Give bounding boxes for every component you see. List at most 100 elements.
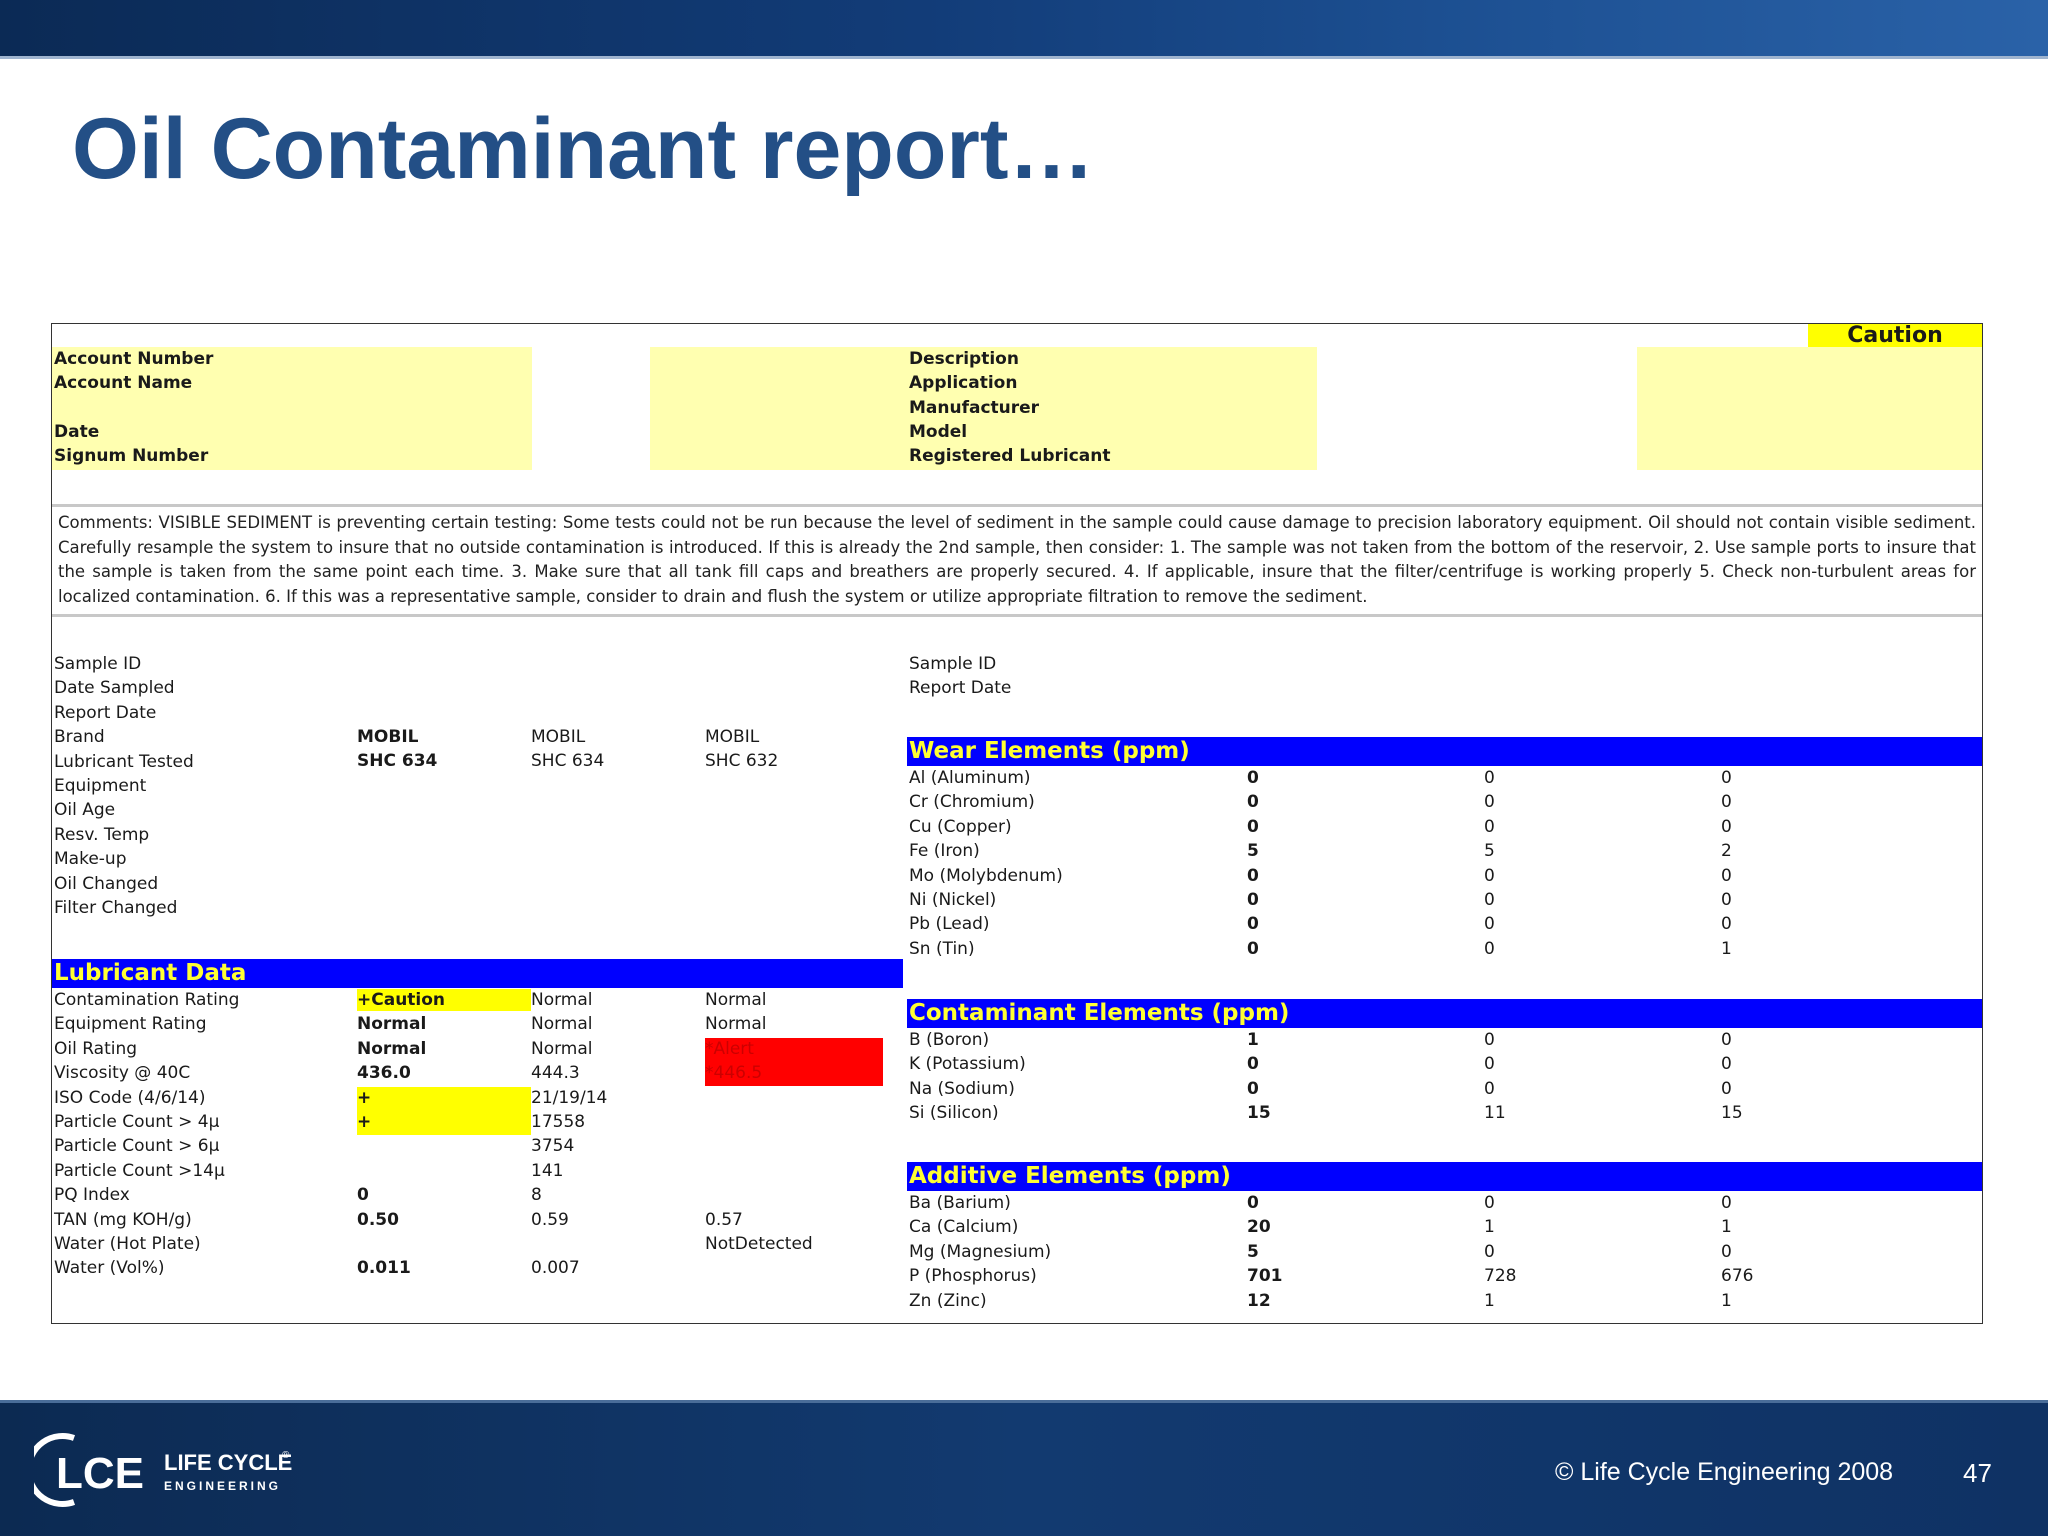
element-cell: 0	[1721, 1193, 1732, 1213]
sample-label: Make-up	[54, 849, 127, 870]
label-model: Model	[909, 422, 968, 442]
brand-col-1: MOBIL	[357, 727, 419, 747]
element-row-label: Ca (Calcium)	[909, 1217, 1019, 1238]
logo-registered: ®	[282, 1450, 290, 1461]
element-cell: 0	[1247, 938, 1259, 959]
element-cell: 0	[1247, 768, 1259, 788]
sample-label: Resv. Temp	[54, 824, 150, 845]
lubricant-cell: Normal	[705, 990, 767, 1010]
lubricant-cell: 0.011	[357, 1258, 411, 1279]
element-row-label: Pb (Lead)	[909, 914, 990, 935]
element-cell: 0	[1484, 792, 1495, 813]
label-report-date-right: Report Date	[909, 678, 1012, 698]
element-cell: 728	[1484, 1266, 1517, 1287]
element-cell: 0	[1247, 1054, 1259, 1075]
element-cell: 0	[1484, 938, 1495, 959]
top-divider	[0, 56, 2048, 59]
element-cell: 0	[1484, 1054, 1495, 1075]
lubricant-cell: 8	[531, 1185, 542, 1206]
brand-col-3: MOBIL	[705, 727, 760, 747]
label-description: Description	[909, 349, 1019, 369]
element-cell: 0	[1721, 792, 1732, 813]
sample-label: Lubricant Tested	[54, 751, 194, 772]
lubricant-cell: 0.50	[357, 1209, 399, 1230]
lubricant-row-label: Equipment Rating	[54, 1014, 207, 1035]
wear-elements-header: Wear Elements (ppm)	[907, 737, 1982, 766]
element-cell: 0	[1484, 890, 1495, 910]
element-row-label: Al (Aluminum)	[909, 768, 1031, 788]
element-cell: 1	[1484, 1290, 1495, 1311]
lubricant-cell: 141	[531, 1160, 564, 1181]
element-cell: 0	[1484, 1078, 1495, 1099]
label-signum-number: Signum Number	[54, 446, 209, 466]
label-date: Date	[54, 422, 100, 442]
lce-logo-icon: LCE LIFE CYCLE ® ENGINEERING	[34, 1433, 292, 1507]
comments-box: Comments: VISIBLE SEDIMENT is preventing…	[52, 504, 1982, 617]
footer-divider	[0, 1400, 2048, 1403]
element-row-label: Sn (Tin)	[909, 938, 975, 959]
element-cell: 15	[1247, 1103, 1271, 1124]
account-info-block	[52, 347, 532, 470]
element-cell: 1	[1484, 1217, 1495, 1238]
sample-label: Date Sampled	[54, 678, 175, 699]
copyright-notice: © Life Cycle Engineering 2008	[1555, 1458, 1894, 1486]
element-cell: 676	[1721, 1266, 1754, 1287]
label-registered-lubricant: Registered Lubricant	[909, 446, 1111, 466]
element-cell: 0	[1247, 865, 1259, 886]
element-cell: 0	[1721, 890, 1732, 910]
label-account-number: Account Number	[54, 349, 214, 369]
label-manufacturer: Manufacturer	[909, 398, 1040, 418]
lubricant-row-label: Contamination Rating	[54, 990, 240, 1010]
contaminant-elements-header: Contaminant Elements (ppm)	[907, 999, 1982, 1028]
element-cell: 20	[1247, 1217, 1271, 1238]
lubricant-cell: +	[357, 1087, 372, 1108]
label-sample-id-right: Sample ID	[909, 654, 997, 674]
contamination-caution-highlight	[357, 989, 531, 1011]
comments-text: Comments: VISIBLE SEDIMENT is preventing…	[58, 513, 1976, 606]
lubricant-cell: Normal	[531, 1038, 593, 1059]
sample-label: Equipment	[54, 776, 147, 796]
lubricant-cell: *Alert	[705, 1038, 754, 1059]
element-row-label: Cu (Copper)	[909, 816, 1012, 837]
lubricant-cell: 21/19/14	[531, 1087, 608, 1108]
element-cell: 0	[1721, 1078, 1732, 1099]
lubricant-cell: *446.5	[705, 1063, 763, 1084]
element-row-label: P (Phosphorus)	[909, 1266, 1037, 1287]
element-cell: 1	[1721, 1217, 1732, 1238]
element-cell: 5	[1484, 841, 1495, 862]
element-cell: 1	[1721, 938, 1732, 959]
sample-label: Oil Age	[54, 800, 116, 821]
lubricant-row-label: ISO Code (4/6/14)	[54, 1087, 206, 1108]
element-row-label: K (Potassium)	[909, 1054, 1026, 1075]
element-cell: 11	[1484, 1103, 1506, 1124]
element-cell: 0	[1484, 816, 1495, 837]
footer-banner	[0, 1400, 2048, 1536]
logo-line2: ENGINEERING	[164, 1479, 281, 1493]
element-cell: 0	[1721, 914, 1732, 935]
lubricant-row-label: Water (Hot Plate)	[54, 1234, 201, 1254]
element-row-label: Zn (Zinc)	[909, 1290, 987, 1311]
element-cell: 0	[1247, 816, 1259, 837]
lubricant-cell: Normal	[705, 1014, 767, 1035]
element-cell: 0	[1721, 768, 1732, 788]
element-cell: 0	[1721, 1030, 1732, 1050]
element-row-label: Mg (Magnesium)	[909, 1241, 1052, 1262]
label-account-name: Account Name	[54, 373, 193, 393]
sample-label: Oil Changed	[54, 873, 159, 894]
lubricant-col-3: SHC 632	[705, 751, 779, 771]
element-cell: 0	[1247, 914, 1259, 935]
lubricant-row-label: PQ Index	[54, 1185, 130, 1206]
lubricant-row-label: Water (Vol%)	[54, 1258, 165, 1279]
element-cell: 5	[1247, 1241, 1259, 1262]
lubricant-row-label: Particle Count > 4µ	[54, 1112, 220, 1132]
element-row-label: B (Boron)	[909, 1030, 990, 1050]
lubricant-row-label: TAN (mg KOH/g)	[54, 1209, 192, 1230]
element-cell: 0	[1484, 1241, 1495, 1262]
lubricant-cell: NotDetected	[705, 1234, 813, 1254]
lubricant-cell: +	[357, 1112, 372, 1132]
lubricant-cell: Normal	[531, 990, 593, 1010]
element-cell: 0	[1721, 865, 1732, 886]
sample-label: Sample ID	[54, 654, 142, 674]
element-cell: 5	[1247, 841, 1259, 862]
lubricant-row-label: Viscosity @ 40C	[54, 1063, 191, 1084]
